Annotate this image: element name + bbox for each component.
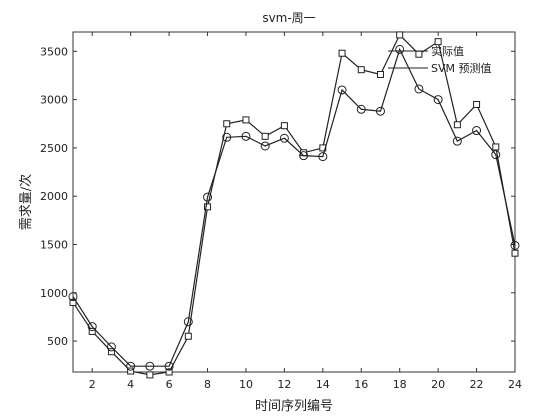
data-point-circle	[279, 133, 289, 143]
y-tick-label: 2000	[40, 190, 68, 203]
x-tick-label: 18	[393, 378, 407, 391]
y-tick-label: 1500	[40, 239, 68, 252]
y-tick-label: 3500	[40, 45, 68, 58]
series-line	[72, 47, 516, 367]
x-axis: 2 4 6 8 10 12 14 16 18 20 22 24	[89, 32, 522, 391]
x-tick-label: 16	[354, 378, 368, 391]
data-point-circle	[164, 361, 174, 371]
data-point-square	[357, 66, 365, 74]
data-point-square	[184, 332, 192, 340]
data-point-circle	[126, 361, 136, 371]
data-point-square	[473, 100, 481, 108]
legend-label-svm: SVM 预测值	[431, 62, 492, 75]
y-tick-label: 1000	[40, 287, 68, 300]
data-point-circle	[145, 361, 155, 371]
data-point-square	[223, 120, 231, 128]
data-point-circle	[68, 292, 78, 302]
data-point-circle	[375, 106, 385, 116]
data-point-circle	[356, 104, 366, 114]
x-tick-label: 2	[89, 378, 96, 391]
data-point-circle	[510, 240, 520, 250]
data-point-circle	[414, 84, 424, 94]
data-point-square	[511, 249, 519, 257]
x-tick-label: 12	[277, 378, 291, 391]
chart-title: svm-周一	[262, 11, 315, 25]
x-tick-label: 24	[508, 378, 522, 391]
data-point-circle	[472, 126, 482, 136]
data-point-square	[280, 122, 288, 130]
data-point-square	[146, 371, 154, 379]
data-point-circle	[395, 44, 405, 54]
y-tick-label: 500	[47, 335, 68, 348]
y-tick-label: 2500	[40, 142, 68, 155]
data-point-square	[376, 71, 384, 78]
x-tick-label: 14	[316, 378, 330, 391]
x-tick-label: 22	[470, 378, 484, 391]
data-point-square	[261, 132, 269, 140]
data-point-square	[127, 367, 135, 375]
data-point-circle	[260, 141, 270, 151]
data-point-circle	[222, 132, 232, 142]
legend: 实际值 SVM 预测值	[388, 44, 492, 75]
y-axis: 500 1000 1500 2000 2500 3000 3500	[40, 45, 515, 348]
y-axis-title: 需求量/次	[18, 174, 34, 230]
data-point-square	[492, 143, 500, 151]
data-point-square	[107, 348, 115, 356]
data-point-circle	[106, 342, 116, 352]
data-point-square	[338, 49, 346, 57]
data-point-square	[242, 116, 250, 124]
data-point-square	[204, 203, 212, 211]
x-tick-label: 20	[431, 378, 445, 391]
data-point-square	[69, 298, 77, 306]
data-point-circle	[318, 152, 328, 162]
data-point-square	[434, 38, 442, 46]
x-axis-title: 时间序列编号	[255, 399, 333, 414]
series-line	[72, 33, 516, 376]
data-point-square	[165, 368, 173, 376]
y-tick-label: 3000	[40, 94, 68, 107]
x-tick-label: 10	[239, 378, 253, 391]
x-tick-label: 8	[204, 378, 211, 391]
data-point-square	[453, 121, 461, 129]
data-point-circle	[203, 192, 213, 202]
data-point-square	[415, 50, 423, 58]
data-point-circle	[87, 322, 97, 332]
data-point-circle	[183, 317, 193, 327]
data-point-circle	[491, 150, 501, 160]
data-point-circle	[452, 136, 462, 146]
data-point-circle	[337, 85, 347, 95]
series-1	[69, 31, 519, 379]
data-point-circle	[433, 95, 443, 105]
x-tick-label: 6	[166, 378, 173, 391]
data-point-circle	[299, 151, 309, 161]
data-point-square	[396, 31, 404, 39]
series-2	[68, 44, 520, 371]
x-tick-label: 4	[127, 378, 134, 391]
plot-frame	[72, 31, 516, 373]
data-point-circle	[241, 131, 251, 141]
legend-label-actual: 实际值	[431, 44, 464, 58]
data-point-square	[88, 327, 96, 335]
series-layer	[68, 31, 520, 379]
